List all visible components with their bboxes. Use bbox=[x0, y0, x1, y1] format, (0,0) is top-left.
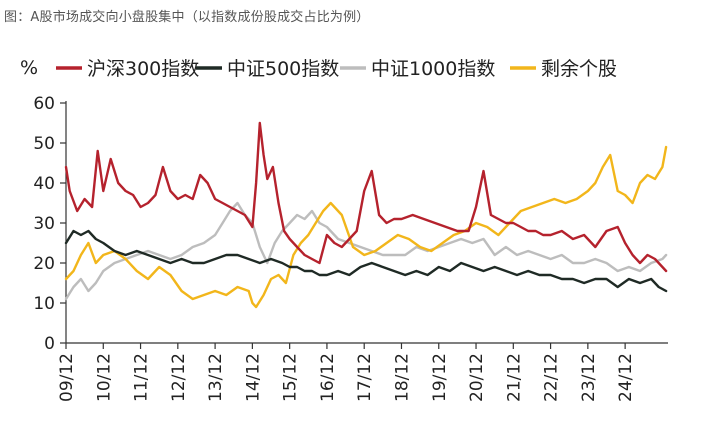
x-tick-label: 24/12 bbox=[616, 353, 636, 402]
x-tick-label: 21/12 bbox=[504, 353, 524, 402]
legend-label-3: 剩余个股 bbox=[541, 58, 617, 80]
series-line-1 bbox=[64, 229, 668, 293]
y-tick-label: 10 bbox=[33, 294, 55, 314]
series-line-0 bbox=[64, 121, 668, 273]
legend-label-2: 中证1000指数 bbox=[371, 58, 495, 80]
x-tick-label: 17/12 bbox=[355, 353, 375, 402]
chart-legend: % 沪深300指数 中证500指数 中证1000指数 剩余个股 bbox=[20, 57, 617, 80]
x-tick-label: 22/12 bbox=[542, 353, 562, 402]
x-tick-label: 13/12 bbox=[206, 353, 226, 402]
x-tick-label: 16/12 bbox=[318, 353, 338, 402]
x-tick-label: 10/12 bbox=[94, 353, 114, 402]
x-tick-label: 12/12 bbox=[169, 353, 189, 402]
y-tick-label: 30 bbox=[33, 214, 55, 234]
x-tick-label: 19/12 bbox=[430, 353, 450, 402]
x-tick-label: 23/12 bbox=[579, 353, 599, 402]
y-tick-label: 20 bbox=[33, 254, 55, 274]
figure-caption: 图：A股市场成交向小盘股集中（以指数成份股成交占比为例） bbox=[4, 10, 370, 25]
x-tick-label: 14/12 bbox=[243, 353, 263, 402]
y-axis: 0 10 20 30 40 50 60 bbox=[33, 94, 67, 354]
y-tick-label: 60 bbox=[33, 94, 55, 114]
x-tick-label: 11/12 bbox=[132, 353, 152, 402]
y-axis-unit-label: % bbox=[20, 57, 38, 79]
x-tick-label: 18/12 bbox=[392, 353, 412, 402]
y-tick-label: 0 bbox=[44, 334, 55, 354]
y-tick-label: 50 bbox=[33, 134, 55, 154]
x-tick-label: 15/12 bbox=[281, 353, 301, 402]
legend-label-1: 中证500指数 bbox=[227, 58, 339, 80]
series-line-2 bbox=[64, 201, 668, 301]
legend-label-0: 沪深300指数 bbox=[87, 58, 199, 80]
series-line-3 bbox=[64, 145, 668, 309]
plot-area bbox=[64, 121, 668, 309]
x-tick-label: 09/12 bbox=[57, 353, 77, 402]
x-tick-label: 20/12 bbox=[467, 353, 487, 402]
x-axis: 09/12 10/12 11/12 12/12 13/12 14/12 15/12 16/12… bbox=[57, 342, 668, 402]
y-tick-label: 40 bbox=[33, 174, 55, 194]
